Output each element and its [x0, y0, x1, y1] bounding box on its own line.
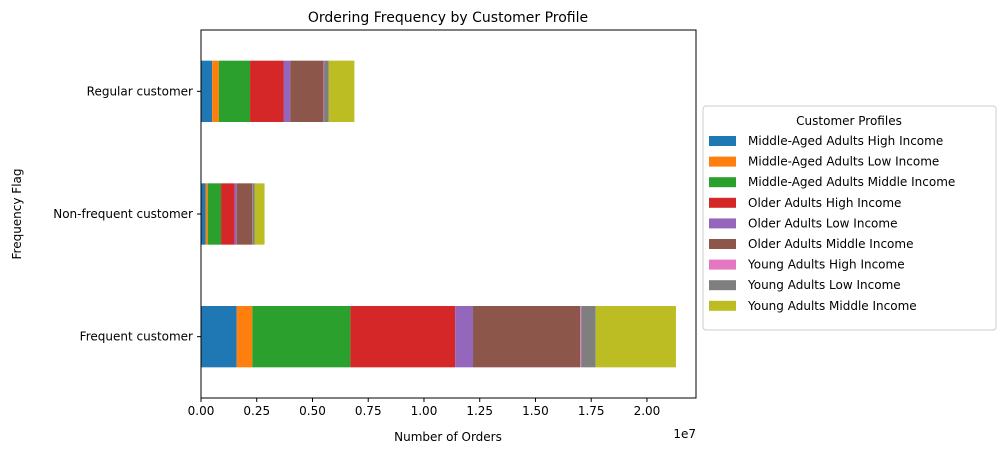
- bar-segment: [205, 183, 208, 245]
- y-axis-ticks: Frequent customer Non-frequent customer Re…: [53, 84, 201, 344]
- bar-segment: [283, 60, 291, 122]
- legend-swatch: [709, 280, 736, 291]
- y-tick-label: Frequent customer: [80, 330, 193, 344]
- bar-segment: [324, 60, 329, 122]
- bar-segment: [250, 60, 284, 122]
- x-axis-offset-label: 1e7: [673, 427, 696, 441]
- x-tick-label: 2.00: [634, 404, 661, 418]
- legend: Customer Profiles Middle-Aged Adults Hig…: [702, 105, 997, 331]
- bar-segment: [290, 60, 324, 122]
- x-tick-label: 1.50: [522, 404, 549, 418]
- bar-segment: [236, 183, 253, 245]
- legend-swatch: [709, 197, 736, 208]
- bar-segment: [236, 306, 253, 368]
- legend-swatch: [709, 156, 736, 167]
- x-tick-label: 1.00: [411, 404, 438, 418]
- bar-segment: [350, 306, 456, 368]
- legend-swatch: [709, 239, 736, 249]
- legend-swatch: [709, 300, 736, 311]
- legend-label: Middle-Aged Adults High Income: [748, 134, 943, 148]
- legend-label: Older Adults Middle Income: [748, 237, 913, 251]
- legend-title: Customer Profiles: [796, 114, 902, 128]
- legend-label: Young Adults High Income: [747, 258, 905, 272]
- legend-label: Young Adults Middle Income: [747, 299, 917, 313]
- legend-items: Middle-Aged Adults High Income Middle-Age…: [709, 134, 955, 313]
- bar-segment: [455, 306, 474, 368]
- x-axis-label: Number of Orders: [394, 430, 502, 444]
- legend-swatch: [709, 177, 736, 188]
- bar-segment: [581, 306, 596, 368]
- bar-segment: [252, 306, 351, 368]
- bar-segment: [221, 183, 235, 245]
- legend-frame: [702, 105, 997, 331]
- bars: [201, 60, 676, 368]
- legend-label: Middle-Aged Adults Low Income: [748, 155, 939, 169]
- bar-segment: [254, 183, 265, 245]
- x-tick-label: 1.75: [578, 404, 605, 418]
- bar-segment: [252, 183, 255, 245]
- x-axis-ticks: 0.00 0.25 0.50 0.75 1.00 1.25 1.50 1.75 2.00: [188, 398, 661, 418]
- legend-swatch: [709, 259, 736, 270]
- bar-segment: [212, 60, 219, 122]
- x-tick-label: 0.00: [188, 404, 215, 418]
- bar-segment: [201, 183, 206, 245]
- bar-segment: [207, 183, 222, 245]
- y-tick-label: Regular customer: [87, 84, 193, 98]
- legend-label: Young Adults Low Income: [747, 278, 901, 292]
- bar-segment: [234, 183, 237, 245]
- bar-segment: [328, 60, 355, 122]
- chart-title: Ordering Frequency by Customer Profile: [308, 10, 588, 26]
- legend-swatch: [709, 218, 736, 229]
- legend-label: Middle-Aged Adults Middle Income: [748, 175, 955, 189]
- bar-segment: [595, 306, 676, 368]
- bar-segment: [473, 306, 581, 368]
- bar-segment: [218, 60, 251, 122]
- legend-label: Older Adults High Income: [748, 196, 901, 210]
- y-axis-label: Frequency Flag: [10, 168, 24, 259]
- legend-swatch: [709, 136, 736, 146]
- x-tick-label: 0.50: [299, 404, 326, 418]
- x-tick-label: 0.25: [243, 404, 270, 418]
- y-tick-label: Non-frequent customer: [53, 207, 193, 221]
- x-tick-label: 0.75: [355, 404, 382, 418]
- bar-segment: [580, 306, 582, 368]
- bar-segment: [201, 306, 237, 368]
- x-tick-label: 1.25: [466, 404, 493, 418]
- bar-segment: [201, 60, 213, 122]
- legend-label: Older Adults Low Income: [748, 216, 897, 230]
